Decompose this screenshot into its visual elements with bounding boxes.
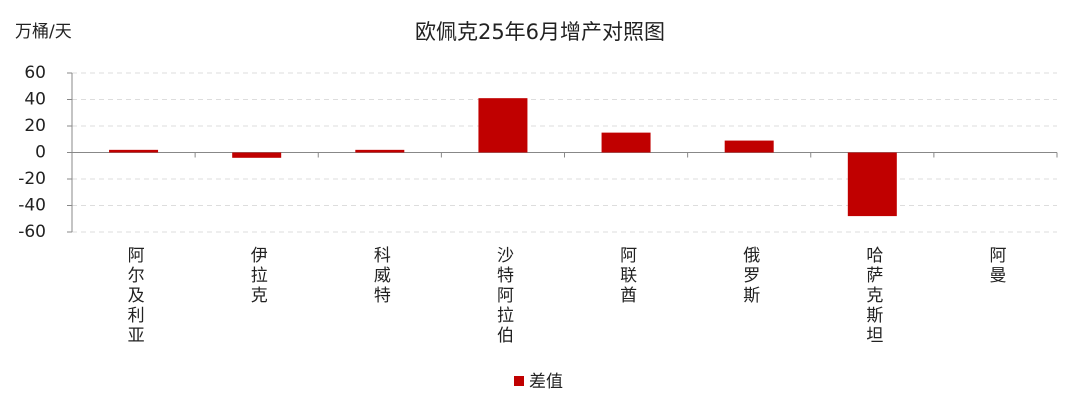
y-tick-label: 60 bbox=[24, 63, 46, 83]
legend-label: 差值 bbox=[529, 372, 563, 392]
bar bbox=[847, 152, 897, 217]
bar bbox=[601, 132, 651, 153]
y-tick-label: -60 bbox=[18, 222, 46, 242]
y-tick-label: 0 bbox=[35, 143, 46, 163]
bar bbox=[232, 152, 282, 158]
x-tick-label: 阿联酋 bbox=[616, 246, 637, 306]
y-tick-label: -20 bbox=[18, 169, 46, 189]
x-tick-label: 阿尔及利亚 bbox=[124, 246, 145, 346]
y-tick-label: 20 bbox=[24, 116, 46, 136]
bar bbox=[109, 149, 159, 153]
x-tick-label: 哈萨克斯坦 bbox=[862, 246, 883, 346]
x-tick-label: 沙特阿拉伯 bbox=[493, 246, 514, 346]
bar bbox=[724, 140, 774, 153]
y-tick-label: -40 bbox=[18, 196, 46, 216]
x-tick-label: 俄罗斯 bbox=[739, 246, 760, 306]
bar bbox=[478, 98, 528, 153]
y-axis-label: 万桶/天 bbox=[15, 22, 72, 42]
x-tick-label: 阿曼 bbox=[985, 246, 1006, 286]
chart-title: 欧佩克25年6月增产对照图 bbox=[415, 20, 665, 44]
x-tick-label: 科威特 bbox=[370, 246, 391, 306]
bar bbox=[355, 149, 405, 153]
y-tick-label: 40 bbox=[24, 90, 46, 110]
legend-swatch bbox=[514, 376, 524, 386]
x-tick-label: 伊拉克 bbox=[247, 246, 268, 306]
